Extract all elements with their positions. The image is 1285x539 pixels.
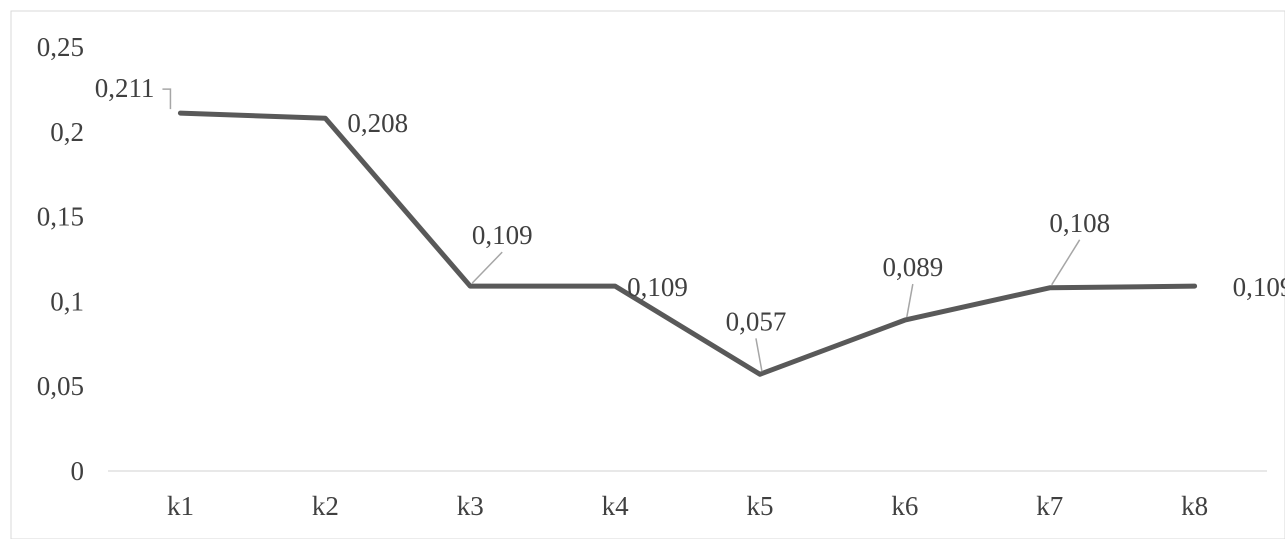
data-label: 0,208 bbox=[347, 108, 408, 138]
chart-frame bbox=[10, 10, 1285, 539]
leader-line bbox=[906, 283, 914, 318]
x-axis-tick-labels: k1 k2 k3 k4 k5 k6 k7 k8 bbox=[167, 491, 1208, 521]
x-tick-label: k6 bbox=[891, 491, 918, 521]
y-axis-tick-labels: 0 0,05 0,1 0,15 0,2 0,25 bbox=[37, 32, 84, 486]
data-label: 0,109 bbox=[472, 220, 533, 250]
data-labels: 0,211 0,208 0,109 0,109 0,057 0,089 0,108 0,109 bbox=[95, 73, 1285, 336]
y-tick-label: 0,15 bbox=[37, 202, 84, 232]
leader-line bbox=[162, 88, 172, 110]
leader-line bbox=[471, 251, 503, 284]
x-tick-label: k1 bbox=[167, 491, 194, 521]
data-label: 0,109 bbox=[627, 272, 688, 302]
x-tick-label: k8 bbox=[1181, 491, 1208, 521]
y-tick-label: 0,2 bbox=[50, 117, 84, 147]
y-tick-label: 0,25 bbox=[37, 32, 84, 62]
x-tick-label: k3 bbox=[457, 491, 484, 521]
data-label: 0,109 bbox=[1233, 272, 1285, 302]
x-tick-label: k7 bbox=[1036, 491, 1063, 521]
data-label-leader-lines bbox=[162, 88, 1081, 372]
data-label: 0,057 bbox=[726, 306, 787, 336]
y-tick-label: 0 bbox=[71, 456, 85, 486]
data-label: 0,211 bbox=[95, 73, 155, 103]
y-tick-label: 0,1 bbox=[50, 286, 84, 316]
data-label: 0,089 bbox=[882, 252, 943, 282]
series-line bbox=[177, 110, 1198, 377]
x-tick-label: k4 bbox=[602, 491, 630, 521]
leader-line bbox=[1051, 239, 1081, 286]
leader-line bbox=[755, 338, 763, 372]
data-label: 0,108 bbox=[1049, 208, 1110, 238]
x-tick-label: k5 bbox=[746, 491, 773, 521]
x-tick-label: k2 bbox=[312, 491, 339, 521]
y-tick-label: 0,05 bbox=[37, 371, 84, 401]
